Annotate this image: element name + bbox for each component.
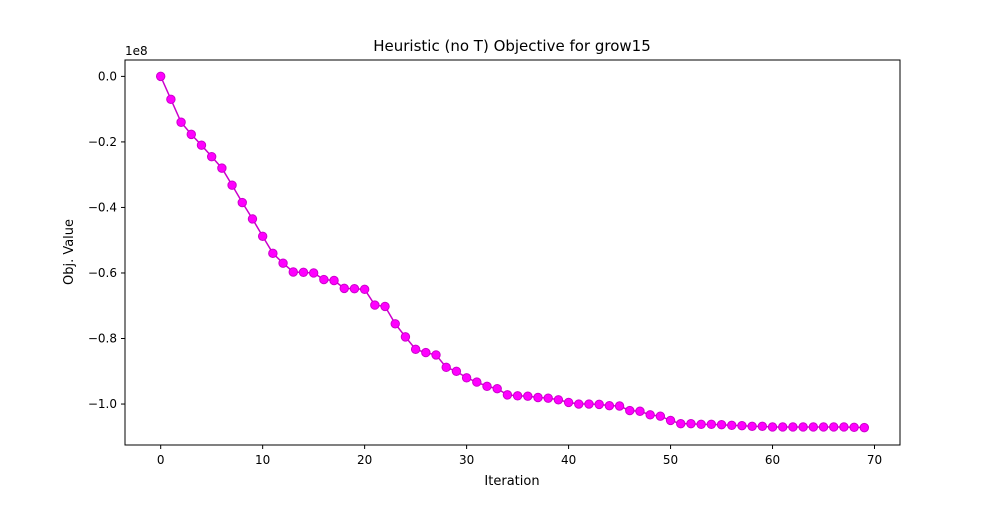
data-point — [798, 422, 808, 432]
data-point — [451, 366, 462, 376]
data-point — [176, 117, 186, 127]
data-point — [635, 406, 645, 416]
data-point — [553, 395, 564, 405]
x-tick-label: 10 — [255, 453, 270, 467]
data-point — [533, 392, 543, 403]
y-offset-label: 1e8 — [125, 44, 148, 58]
series-layer — [155, 71, 870, 433]
data-point — [818, 422, 829, 432]
data-point — [206, 151, 217, 162]
data-point — [257, 231, 268, 241]
y-axis: 0.0 −0.2 −0.4 −0.6 −0.8 −1.0 — [88, 69, 125, 411]
data-point — [431, 350, 441, 360]
x-tick-label: 30 — [459, 453, 474, 467]
chart-title: Heuristic (no T) Objective for grow15 — [373, 37, 651, 55]
data-point — [676, 419, 686, 429]
x-axis: 0 10 20 30 40 50 60 70 — [157, 445, 882, 467]
data-point — [461, 373, 472, 383]
plot-area — [125, 60, 900, 445]
data-point — [849, 422, 859, 433]
data-point — [859, 422, 870, 433]
data-point — [808, 422, 819, 432]
data-point — [329, 275, 339, 286]
data-point — [706, 419, 717, 430]
data-point — [268, 248, 278, 259]
data-point — [410, 344, 421, 355]
x-tick-label: 40 — [561, 453, 576, 467]
data-point — [563, 397, 574, 408]
series-line — [160, 76, 865, 429]
data-point — [370, 300, 380, 310]
data-point — [298, 267, 309, 278]
data-point — [227, 180, 237, 190]
data-point — [359, 284, 370, 295]
x-axis-label: Iteration — [484, 474, 539, 489]
data-point — [186, 129, 196, 140]
data-point — [308, 268, 319, 278]
data-point — [829, 422, 839, 432]
y-tick-label: −1.0 — [88, 397, 117, 411]
x-tick-label: 70 — [867, 453, 882, 467]
data-point — [390, 319, 400, 329]
x-tick-label: 0 — [157, 453, 165, 467]
data-point — [400, 332, 411, 342]
data-point — [319, 274, 329, 285]
y-tick-label: −0.6 — [88, 266, 117, 280]
data-point — [604, 400, 615, 411]
data-point — [237, 197, 247, 208]
data-point — [727, 420, 737, 431]
data-point — [716, 419, 727, 430]
data-point — [492, 383, 502, 394]
data-point — [778, 422, 788, 432]
x-tick-label: 20 — [357, 453, 372, 467]
data-point — [574, 399, 584, 409]
data-point — [441, 362, 451, 373]
data-point — [217, 163, 227, 173]
data-point — [278, 258, 288, 268]
y-tick-label: −0.2 — [88, 135, 117, 149]
data-point — [686, 419, 696, 429]
data-point — [349, 284, 360, 294]
data-point — [472, 377, 482, 387]
data-point — [482, 381, 492, 392]
data-point — [584, 399, 594, 409]
data-point — [155, 71, 166, 82]
data-point — [665, 415, 676, 426]
y-tick-label: 0.0 — [98, 69, 117, 83]
data-point — [380, 301, 390, 312]
y-axis-label: Obj. Value — [62, 219, 77, 285]
data-point — [767, 422, 778, 432]
data-point — [655, 411, 666, 421]
data-point — [747, 421, 757, 432]
data-point — [512, 391, 523, 401]
data-point — [339, 283, 349, 294]
data-point — [421, 347, 431, 358]
data-point — [757, 421, 768, 432]
x-tick-label: 60 — [765, 453, 780, 467]
data-point — [523, 391, 533, 401]
data-point — [594, 399, 604, 410]
data-point — [543, 393, 553, 403]
data-point — [502, 390, 513, 400]
data-point — [166, 94, 176, 105]
data-point — [737, 420, 747, 431]
x-tick-label: 50 — [663, 453, 678, 467]
data-point — [625, 405, 635, 416]
data-point — [645, 410, 655, 420]
data-point — [696, 419, 706, 430]
data-point — [839, 422, 849, 432]
y-tick-label: −0.4 — [88, 200, 117, 214]
data-point — [788, 422, 798, 432]
plot-frame — [124, 59, 901, 446]
data-point — [614, 401, 625, 411]
data-point — [196, 140, 207, 150]
data-point — [288, 267, 298, 277]
data-point — [247, 214, 258, 224]
y-tick-label: −0.8 — [88, 332, 117, 346]
